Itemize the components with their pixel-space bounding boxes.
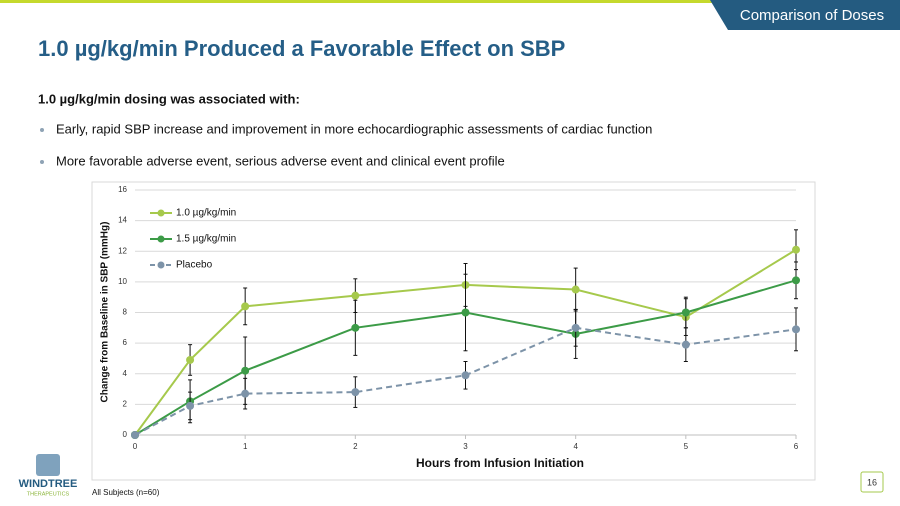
point (131, 431, 139, 439)
legend-label: Placebo (176, 260, 213, 271)
y-tick-label: 12 (118, 246, 127, 255)
bullet: Early, rapid SBP increase and improvemen… (56, 121, 652, 136)
x-tick-label: 6 (794, 442, 799, 451)
point (571, 285, 580, 294)
y-tick-label: 2 (123, 399, 128, 408)
series-line (134, 279, 797, 436)
x-tick-label: 5 (684, 442, 689, 451)
bullet-dot (40, 128, 44, 132)
point (241, 302, 250, 311)
point (792, 245, 800, 254)
chart-frame (91, 181, 816, 481)
x-tick-label: 4 (573, 442, 578, 451)
legend-label: 1.0 µg/kg/min (176, 208, 236, 219)
y-tick-label: 16 (118, 185, 127, 194)
series-line (134, 326, 797, 436)
point (461, 308, 470, 317)
logo: WINDTREE THERAPEUTICS (19, 454, 78, 497)
point (241, 366, 250, 375)
bullet: More favorable adverse event, serious ad… (56, 153, 505, 168)
legend-marker (157, 209, 165, 217)
point (571, 323, 580, 332)
y-tick-label: 4 (123, 369, 128, 378)
tag-box (710, 0, 900, 30)
legend-marker (157, 235, 165, 243)
point (681, 308, 690, 317)
point (186, 401, 195, 410)
x-tick-label: 2 (353, 442, 358, 451)
logo-icon (36, 454, 60, 476)
tag: Comparison of Doses (740, 7, 884, 24)
logo-name: WINDTREE (19, 478, 78, 490)
point (351, 388, 360, 397)
legend-marker (157, 261, 165, 269)
x-tick-label: 3 (463, 442, 468, 451)
x-axis-label: Hours from Infusion Initiation (416, 456, 584, 470)
x-tick-label: 0 (133, 442, 138, 451)
y-tick-label: 6 (123, 338, 128, 347)
bullet-dot (40, 160, 44, 164)
point (681, 340, 690, 349)
page-box (860, 471, 884, 493)
point (792, 276, 800, 285)
y-tick-label: 0 (123, 430, 128, 439)
point (461, 371, 470, 380)
point (186, 355, 195, 364)
y-tick-label: 14 (118, 216, 127, 225)
point (351, 291, 360, 300)
page-number: 16 (867, 477, 877, 487)
legend-label: 1.5 µg/kg/min (176, 234, 236, 245)
y-axis-label: Change from Baseline in SBP (mmHg) (100, 222, 111, 403)
y-tick-label: 8 (123, 308, 128, 317)
x-tick-label: 1 (243, 442, 248, 451)
point (241, 389, 250, 398)
series-line (134, 248, 797, 436)
footnote: All Subjects (n=60) (92, 488, 160, 497)
top-rule (0, 0, 720, 3)
lead: 1.0 µg/kg/min dosing was associated with… (38, 91, 300, 106)
logo-sub: THERAPEUTICS (27, 491, 70, 497)
point (351, 323, 360, 332)
point (792, 325, 800, 334)
y-tick-label: 10 (118, 277, 127, 286)
slide-title: 1.0 µg/kg/min Produced a Favorable Effec… (38, 36, 565, 61)
